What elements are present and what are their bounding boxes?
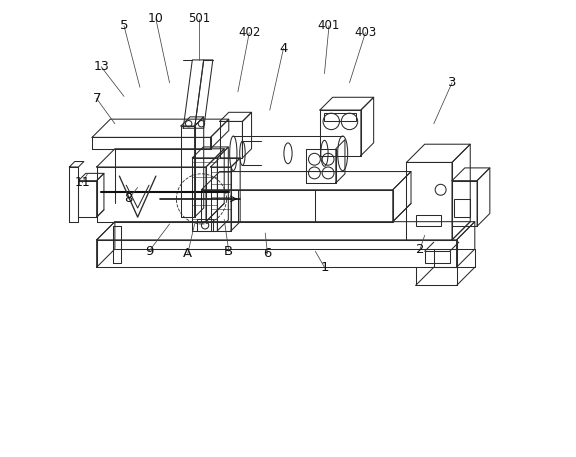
Text: 402: 402 — [238, 26, 260, 39]
Text: 1: 1 — [320, 261, 329, 274]
Text: 6: 6 — [263, 247, 272, 260]
Text: 501: 501 — [188, 12, 210, 26]
Text: 5: 5 — [120, 19, 128, 32]
Text: 11: 11 — [74, 176, 90, 190]
Text: 7: 7 — [92, 92, 101, 105]
Text: 13: 13 — [93, 60, 109, 73]
Text: 4: 4 — [279, 42, 287, 55]
Text: 8: 8 — [124, 192, 132, 205]
Bar — [425, 251, 450, 263]
Text: 401: 401 — [318, 19, 340, 32]
Text: 9: 9 — [145, 245, 153, 258]
Bar — [324, 113, 357, 122]
Circle shape — [198, 121, 204, 127]
Text: 403: 403 — [354, 26, 377, 39]
Text: 10: 10 — [148, 12, 164, 26]
Bar — [197, 219, 213, 231]
Bar — [415, 215, 441, 226]
Text: B: B — [224, 245, 233, 258]
Text: 3: 3 — [448, 76, 456, 89]
Text: 2: 2 — [416, 243, 425, 255]
Bar — [454, 199, 470, 217]
Text: A: A — [183, 247, 192, 260]
Circle shape — [185, 121, 192, 127]
